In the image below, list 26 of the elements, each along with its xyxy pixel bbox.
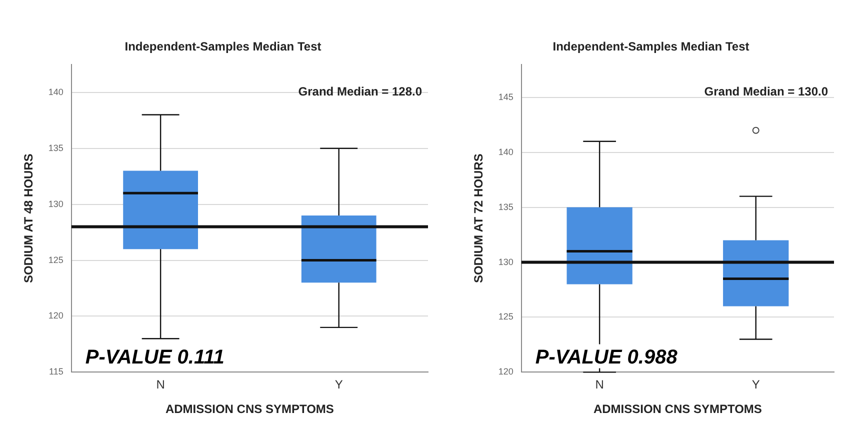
y-axis-title: SODIUM AT 48 HOURS <box>22 154 36 283</box>
y-tick-label: 125 <box>48 254 64 265</box>
ref-line-label: Grand Median = 128.0 <box>298 84 422 99</box>
ref-line-label: Grand Median = 130.0 <box>704 84 828 99</box>
x-tick-label: Y <box>334 378 343 392</box>
annotation: P-VALUE 0.111 <box>85 346 224 369</box>
x-tick-label: N <box>595 378 604 392</box>
y-tick-label: 115 <box>49 366 64 377</box>
y-tick-label: 135 <box>48 142 64 153</box>
y-tick-label: 125 <box>498 312 514 322</box>
y-tick-label: 120 <box>48 310 64 321</box>
x-tick-label: N <box>156 378 165 392</box>
y-tick-label: 120 <box>498 366 514 377</box>
y-tick-label: 130 <box>48 198 64 209</box>
y-tick-label: 140 <box>48 86 64 97</box>
chart-title: Independent-Samples Median Test <box>124 40 322 54</box>
chart-title: Independent-Samples Median Test <box>552 40 750 54</box>
y-tick-label: 135 <box>498 202 514 212</box>
x-axis-title: ADMISSION CNS SYMPTOMS <box>593 402 762 416</box>
y-axis-title: SODIUM AT 72 HOURS <box>472 154 486 283</box>
x-axis-title: ADMISSION CNS SYMPTOMS <box>165 402 334 416</box>
y-tick-label: 145 <box>498 92 514 102</box>
y-tick-label: 130 <box>498 256 514 267</box>
x-tick-label: Y <box>752 378 760 392</box>
y-tick-label: 140 <box>498 146 514 157</box>
annotation: P-VALUE 0.988 <box>535 346 678 369</box>
